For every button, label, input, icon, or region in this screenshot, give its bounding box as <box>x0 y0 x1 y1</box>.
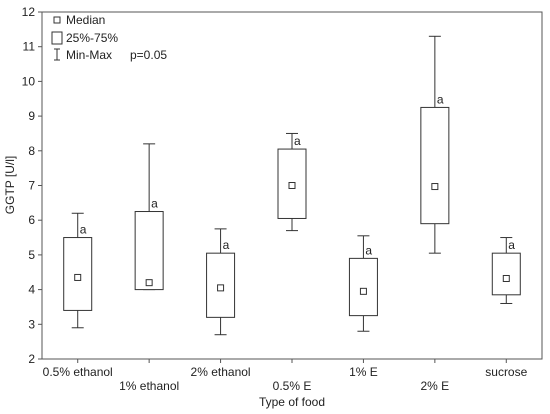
significance-label: a <box>151 197 158 211</box>
legend-whisker-marker <box>54 48 60 61</box>
median-marker <box>431 183 439 191</box>
iqr-box <box>348 257 378 317</box>
legend-box-label: 25%-75% <box>66 31 118 45</box>
x-tick-label: 1% E <box>349 365 378 379</box>
y-tick-label: 5 <box>28 248 35 262</box>
iqr-box <box>63 237 93 311</box>
box-group: a <box>420 35 450 254</box>
iqr-box <box>277 148 307 219</box>
x-tick-label: 2% E <box>421 379 450 393</box>
iqr-box <box>420 106 450 225</box>
significance-label: a <box>294 134 301 148</box>
box-series: a a a a a a a <box>63 35 521 336</box>
y-tick-label: 3 <box>28 317 35 331</box>
x-axis-title: Type of food <box>259 395 325 409</box>
y-tick-label: 11 <box>23 40 36 54</box>
y-tick-label: 6 <box>28 213 35 227</box>
significance-label: a <box>80 223 87 237</box>
y-tick-label: 8 <box>28 144 35 158</box>
legend-median-label: Median <box>66 13 105 27</box>
box-group: a <box>277 132 307 232</box>
median-marker <box>359 287 367 295</box>
median-marker <box>502 274 510 282</box>
median-marker <box>217 284 225 292</box>
x-tick-label: 0.5% ethanol <box>43 365 113 379</box>
y-tick-label: 4 <box>28 283 35 297</box>
x-tick-label: 0.5% E <box>273 379 312 393</box>
legend: Median 25%-75% Min-Max p=0.05 <box>51 13 167 62</box>
y-tick-label: 7 <box>28 179 35 193</box>
y-axis-ticks: 2 3 4 5 6 7 8 9 10 11 12 <box>22 5 42 366</box>
y-tick-label: 12 <box>22 5 36 19</box>
box-group: a <box>491 237 521 304</box>
median-marker <box>288 182 296 189</box>
y-axis-title: GGTP [U/l] <box>3 156 17 214</box>
significance-label: a <box>365 243 372 257</box>
p-value-annotation: p=0.05 <box>130 48 167 62</box>
iqr-box <box>134 211 164 291</box>
box-group: a <box>63 212 93 329</box>
y-tick-label: 10 <box>22 74 36 88</box>
legend-box-marker <box>51 31 63 45</box>
x-tick-label: sucrose <box>485 365 527 379</box>
x-tick-label: 2% ethanol <box>191 365 251 379</box>
significance-label: a <box>508 238 515 252</box>
x-tick-label: 1% ethanol <box>119 379 179 393</box>
y-tick-label: 2 <box>28 352 35 366</box>
legend-whisker-label: Min-Max <box>66 48 112 62</box>
median-marker <box>74 273 82 281</box>
legend-median-marker <box>53 16 61 24</box>
iqr-box <box>491 252 521 296</box>
box-group: a <box>206 228 236 336</box>
significance-label: a <box>223 238 230 252</box>
significance-label: a <box>437 92 444 106</box>
x-axis-ticks: 0.5% ethanol 1% ethanol 2% ethanol 0.5% E 1%… <box>43 359 528 393</box>
box-group: a <box>348 235 378 332</box>
y-tick-label: 9 <box>28 109 35 123</box>
median-marker <box>145 279 153 287</box>
box-group: a <box>134 143 164 291</box>
